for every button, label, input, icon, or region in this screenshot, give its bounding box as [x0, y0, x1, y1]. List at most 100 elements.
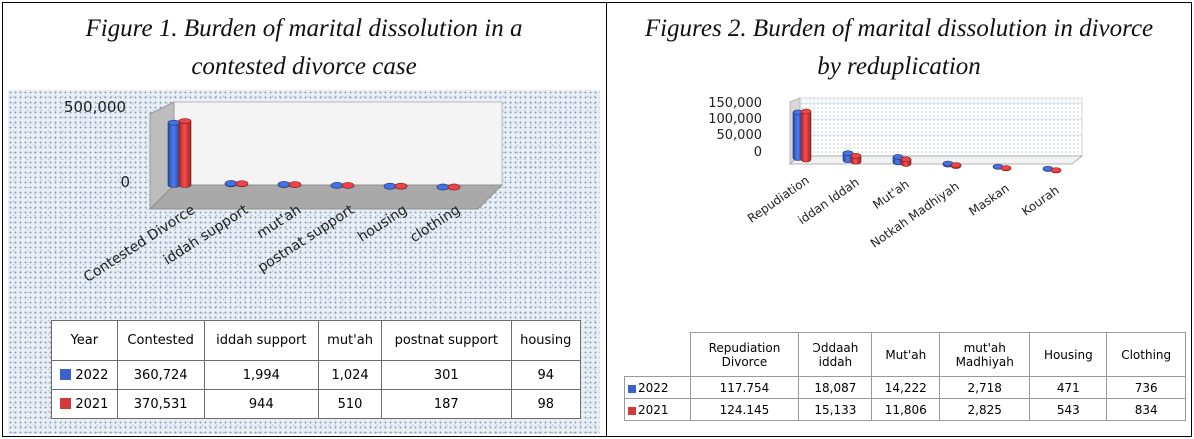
table-year-cell: 2021: [51, 389, 118, 419]
table-cell: 944: [203, 389, 320, 419]
chart2-bar-1-4: [1000, 165, 1012, 172]
table-header-row: Repudiation Divorce Ɔddaah iddah Mut'ah mut'a…: [624, 332, 1186, 377]
table-cell: 15,133: [798, 398, 873, 421]
table-row: 2021 124.145 15,133 11,806 2,825 543 834: [624, 398, 1186, 421]
table-header-cell: iddah support: [203, 320, 320, 361]
chart1-back-wall: [173, 101, 503, 186]
table-cell: 98: [510, 389, 582, 419]
chart1-bar-0-5-top: [436, 183, 450, 191]
table-cell: 370,531: [116, 389, 205, 419]
table-cell: 94: [510, 360, 582, 390]
chart2-bar-1-0-body: [800, 111, 812, 163]
chart2-bar-0-3: [942, 160, 954, 168]
chart2-bar-1-0: [800, 108, 812, 163]
table-header-cell: [624, 332, 691, 377]
table-header-cell: Year: [51, 320, 118, 361]
table-header-cell: Housing: [1029, 332, 1108, 377]
table-cell-text: 187: [433, 396, 459, 412]
table-cell-text: 2021: [638, 402, 669, 417]
chart1-bar-1-0-body: [178, 120, 192, 188]
table-cell-text: 2,825: [967, 402, 1002, 417]
chart1-bar-1-0: [178, 118, 192, 188]
chart1-bar-0-0: [167, 119, 181, 188]
chart2-y-tick-0: 150,000: [708, 96, 762, 111]
chart2-bar-0-1-top: [842, 150, 854, 157]
table-cell-text: 1,024: [331, 367, 369, 383]
table-cell-text: 543: [1056, 402, 1080, 417]
table-cell: 1,994: [203, 360, 320, 390]
table-cell-text: 736: [1134, 380, 1158, 395]
table-cell: 187: [381, 389, 512, 419]
table-header-cell: Repudiation Divorce: [689, 332, 800, 377]
chart2-bar-1-0-top: [800, 108, 812, 115]
chart1-bar-1-5-top: [447, 183, 461, 191]
chart1-bar-0-0-body: [167, 122, 181, 188]
table-header-cell: Ɔddaah iddah: [798, 332, 873, 377]
legend-swatch-2022: [60, 368, 72, 380]
chart2-bar-1-3-top: [950, 162, 962, 168]
table-year-cell: 2022: [624, 376, 691, 399]
chart2-x-label-2: Mut'ah: [870, 177, 912, 212]
table-cell-text: 98: [537, 396, 555, 412]
chart1-bar-1-1-top: [235, 180, 249, 187]
chart1-bar-0-3-top: [330, 182, 344, 189]
chart1-bar-1-2: [288, 181, 302, 188]
chart1-bar-0-1: [224, 180, 238, 188]
table-row: 2021 370,531 944 510 187 98: [51, 389, 582, 419]
chart1-bar-1-1: [235, 180, 249, 188]
legend-swatch-2021: [628, 406, 636, 415]
table-cell-text: 2022: [638, 380, 669, 395]
table-cell: 1,024: [318, 360, 383, 390]
chart1-bar-1-0-top: [178, 118, 192, 124]
figure1-title: Figure 1. Burden of marital dissolution …: [14, 10, 594, 86]
table-cell: 117.754: [689, 376, 800, 399]
chart1-y-tick-max: 500,000: [64, 98, 126, 116]
table-cell: 543: [1029, 398, 1108, 421]
table-cell: 301: [381, 360, 512, 390]
chart2-bar-0-2: [892, 154, 904, 166]
table-cell-text: 14,222: [884, 380, 927, 395]
chart2-bar-1-4-top: [1000, 165, 1012, 171]
legend-swatch-2021: [60, 397, 72, 409]
chart1-y-tick-zero: 0: [120, 173, 130, 191]
figure2-title-line1: Figures 2. Burden of marital dissolution…: [644, 15, 1154, 42]
table-cell-text: 510: [337, 396, 363, 412]
table-cell: 18,087: [798, 376, 873, 399]
chart1-bar-1-4-top: [394, 182, 408, 190]
chart1-bar-1-4: [394, 182, 408, 190]
chart1-bar-0-5: [436, 183, 450, 191]
chart1-bar-0-1-top: [224, 180, 238, 187]
table-cell-text: 1,994: [242, 367, 280, 383]
table-cell: 14,222: [871, 376, 941, 399]
table-header-cell: mut'ah: [318, 320, 383, 361]
chart2-bar-0-0: [792, 109, 804, 161]
table-cell: 11,806: [871, 398, 941, 421]
table-cell-text: 2,718: [967, 380, 1002, 395]
chart1-bar-0-3: [330, 182, 344, 189]
table-header-cell: Clothing: [1106, 332, 1186, 377]
legend-swatch-2022: [628, 384, 636, 393]
figure1-data-table: Year Contested iddah support mut'ah postnat …: [51, 320, 582, 419]
chart2-bar-1-5: [1050, 167, 1062, 174]
table-header-cell: Contested: [116, 320, 205, 361]
chart1-bar-1-2-top: [288, 181, 302, 188]
table-cell-text: 301: [433, 367, 459, 383]
table-cell-text: 15,133: [814, 402, 857, 417]
table-header-cell: housing: [510, 320, 582, 361]
table-cell-text: 18,087: [814, 380, 857, 395]
chart2-bar-1-5-top: [1050, 167, 1062, 173]
chart1-bar-0-4-top: [383, 182, 397, 190]
table-cell-text: 2021: [75, 396, 109, 412]
table-cell-text: 944: [248, 396, 274, 412]
table-cell: 510: [318, 389, 383, 419]
chart1-bar-0-2-top: [277, 181, 291, 188]
chart2-x-label-4: Maskan: [966, 181, 1011, 219]
chart2-y-tick-1: 100,000: [708, 112, 762, 127]
figure2-data-table: Repudiation Divorce Ɔddaah iddah Mut'ah mut'a…: [624, 332, 1186, 421]
table-cell: 834: [1106, 398, 1186, 421]
chart1-bar-0-2: [277, 181, 291, 188]
table-cell-text: 124.145: [719, 402, 770, 417]
table-row: 2022 360,724 1,994 1,024 301 94: [51, 360, 582, 390]
